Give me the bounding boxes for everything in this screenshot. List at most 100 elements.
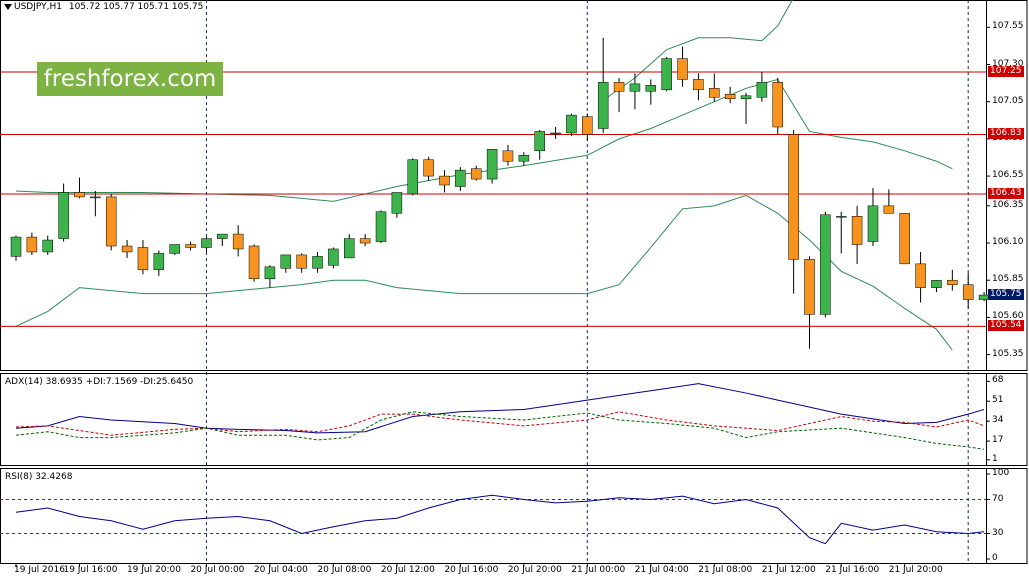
adx-y-tick-label: 1 bbox=[992, 453, 998, 464]
candle-bear bbox=[693, 79, 704, 91]
candle-bull bbox=[280, 254, 292, 269]
band-middle-line bbox=[15, 78, 953, 202]
candle-bear bbox=[137, 247, 149, 271]
symbol-title: USDJPY,H1 bbox=[14, 2, 62, 12]
x-tick-label: 21 Jul 00:00 bbox=[571, 565, 626, 575]
x-tick-label: 21 Jul 20:00 bbox=[888, 565, 943, 575]
candle-bear bbox=[121, 245, 133, 253]
rsi-y-tick-label: 0 bbox=[992, 553, 998, 563]
candle-bear bbox=[232, 233, 244, 250]
candle-bull bbox=[391, 192, 403, 214]
candle-bear bbox=[296, 254, 307, 269]
candle-bear bbox=[185, 244, 196, 248]
y-tick-label: 105.60 bbox=[992, 311, 1024, 322]
pane-frame-main bbox=[0, 0, 1028, 371]
candle-bull bbox=[550, 132, 561, 135]
y-tick-label: 107.05 bbox=[992, 95, 1024, 106]
x-tick-label: 21 Jul 04:00 bbox=[634, 565, 689, 575]
candle-bull bbox=[407, 159, 418, 195]
candle-bear bbox=[26, 236, 38, 253]
x-tick-label: 19 Jul 16:00 bbox=[63, 565, 118, 575]
adx-title: ADX(14) 38.6935 +DI:7.1569 -DI:25.6450 bbox=[5, 377, 194, 387]
rsi-y-tick-label: 100 bbox=[992, 468, 1010, 478]
candle-bear bbox=[709, 88, 720, 98]
x-tick-label: 20 Jul 12:00 bbox=[380, 565, 435, 575]
brand-logo: freshforex.com bbox=[37, 62, 223, 96]
dropdown-arrow-icon[interactable] bbox=[4, 4, 12, 10]
candle-bear bbox=[439, 175, 450, 186]
candle-bear bbox=[613, 82, 625, 92]
candle-bull bbox=[931, 279, 942, 288]
candle-bear bbox=[248, 245, 260, 279]
band-upper-line bbox=[602, 0, 793, 101]
ohlc-readout: 105.72 105.77 105.71 105.75 bbox=[68, 2, 204, 12]
x-tick-label: 21 Jul 08:00 bbox=[698, 565, 753, 575]
x-tick-label: 21 Jul 12:00 bbox=[761, 565, 816, 575]
candle-bear bbox=[74, 192, 85, 198]
adx-series-line-0 bbox=[15, 383, 985, 434]
candle-bull bbox=[486, 149, 498, 180]
candle-bear bbox=[582, 116, 593, 135]
band-lower-line bbox=[15, 194, 953, 351]
candle-bull bbox=[328, 248, 339, 266]
candle-bull bbox=[629, 83, 641, 92]
candle-bull bbox=[312, 256, 323, 269]
y-tick-label: 105.85 bbox=[992, 274, 1024, 285]
candle-bull bbox=[645, 85, 657, 92]
y-tick-label: 106.55 bbox=[992, 170, 1024, 181]
y-tick-label: 105.35 bbox=[992, 348, 1024, 359]
rsi-title: RSI(8) 32.4268 bbox=[5, 472, 73, 482]
adx-y-tick-label: 17 bbox=[992, 435, 1004, 446]
x-tick-label: 21 Jul 16:00 bbox=[825, 565, 880, 575]
rsi-series-line-0 bbox=[15, 494, 985, 545]
pane-frame-rsi bbox=[0, 468, 1028, 564]
candle-bull bbox=[264, 266, 276, 279]
candle-bear bbox=[677, 58, 688, 80]
y-tick-label: 107.55 bbox=[992, 21, 1024, 32]
x-tick-label: 19 Jul 2016 bbox=[14, 565, 65, 575]
candle-bull bbox=[867, 205, 879, 242]
level-price-tag: 106.83 bbox=[988, 128, 1024, 140]
rsi-y-tick-label: 70 bbox=[992, 493, 1004, 504]
candle-bull bbox=[756, 82, 768, 98]
candle-bull bbox=[10, 236, 22, 257]
candle-bull bbox=[344, 238, 355, 259]
level-price-tag: 105.54 bbox=[988, 320, 1024, 332]
y-tick-label: 106.10 bbox=[992, 237, 1024, 248]
candle-bull bbox=[169, 244, 180, 254]
x-tick-label: 20 Jul 08:00 bbox=[317, 565, 372, 575]
candle-bear bbox=[724, 94, 736, 99]
level-price-tag: 106.43 bbox=[988, 187, 1024, 199]
x-tick-label: 20 Jul 20:00 bbox=[507, 565, 562, 575]
candle-bull bbox=[661, 58, 672, 91]
candle-bull bbox=[153, 253, 165, 271]
candle-bear bbox=[851, 216, 863, 245]
x-tick-label: 19 Jul 20:00 bbox=[126, 565, 181, 575]
candle-bull bbox=[820, 214, 831, 315]
y-tick-label: 107.30 bbox=[992, 58, 1024, 69]
candle-bull bbox=[201, 238, 212, 248]
adx-y-tick-label: 34 bbox=[992, 415, 1004, 426]
rsi-y-tick-label: 30 bbox=[992, 527, 1004, 538]
candle-bear bbox=[105, 196, 117, 247]
adx-y-tick-label: 51 bbox=[992, 395, 1004, 406]
candle-bull bbox=[58, 192, 69, 239]
candle-bull bbox=[455, 169, 466, 187]
candle-bear bbox=[804, 259, 815, 315]
level-price-tag: 107.25 bbox=[988, 65, 1024, 77]
x-tick-label: 20 Jul 04:00 bbox=[253, 565, 308, 575]
pane-frame-adx bbox=[0, 373, 1028, 466]
candle-bull bbox=[566, 114, 577, 134]
candle-bull bbox=[90, 196, 101, 199]
y-tick-label: 106.35 bbox=[992, 199, 1024, 210]
candle-bull bbox=[534, 131, 545, 152]
candle-bull bbox=[518, 155, 530, 162]
candle-bull bbox=[597, 82, 609, 129]
candle-bear bbox=[788, 134, 799, 260]
candle-bear bbox=[962, 284, 974, 300]
candle-bull bbox=[42, 239, 53, 253]
x-tick-label: 20 Jul 16:00 bbox=[444, 565, 499, 575]
candle-bear bbox=[423, 159, 434, 177]
